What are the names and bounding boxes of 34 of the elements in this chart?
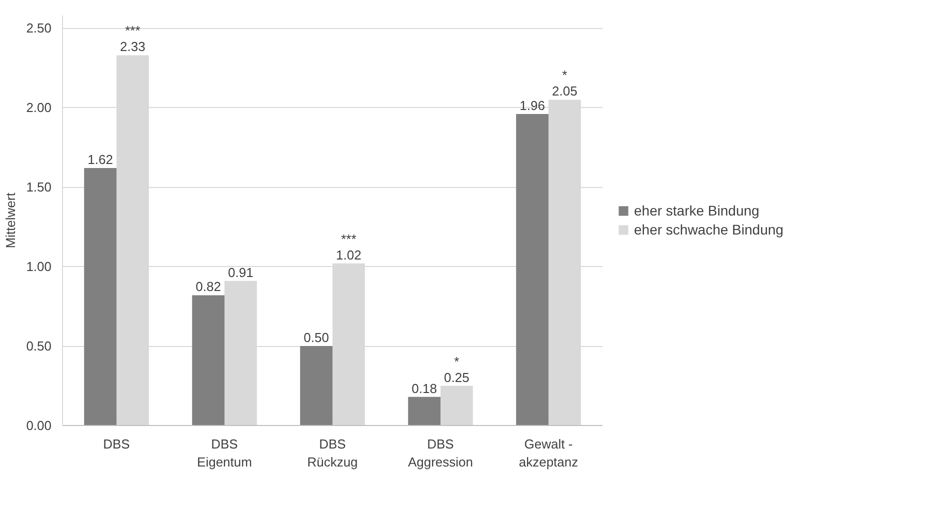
legend-label: eher starke Bindung [634, 202, 760, 218]
data-label: 0.91 [228, 264, 254, 280]
data-label: 0.82 [196, 279, 221, 294]
bar [440, 386, 473, 426]
data-label: 1.96 [520, 98, 545, 114]
annotation: * [562, 68, 568, 83]
x-tick-label: Gewalt - akzeptanz [518, 436, 578, 470]
annotation: *** [341, 231, 356, 246]
x-tick-label: DBS Rückzug [307, 436, 358, 470]
data-label: 0.50 [304, 330, 329, 346]
y-tick-label: 2.00 [26, 100, 52, 116]
data-label: 1.62 [88, 152, 113, 168]
x-tick-label: DBS Eigentum [197, 436, 252, 470]
bar [84, 168, 116, 426]
legend-label: eher schwache Bindung [634, 222, 784, 238]
bar [408, 396, 440, 426]
data-label: 2.05 [552, 84, 578, 99]
y-axis-title: Mittelwert [3, 192, 18, 248]
data-label: 2.33 [120, 39, 146, 54]
annotation: *** [125, 23, 140, 38]
x-tick-label: DBS Aggression [408, 436, 474, 470]
y-tick-label: 0.50 [26, 338, 52, 354]
data-label: 1.02 [336, 247, 362, 262]
data-label: 0.25 [444, 370, 470, 385]
y-tick-label: 1.00 [26, 259, 52, 274]
bar [300, 346, 332, 426]
bar [192, 295, 224, 426]
y-tick-label: 0.00 [26, 418, 52, 433]
y-tick-label: 1.50 [26, 180, 52, 195]
bar [516, 114, 548, 426]
x-tick-label: DBS [103, 436, 130, 452]
annotation: * [454, 354, 460, 369]
data-label: 0.18 [412, 380, 437, 396]
y-tick-label: 2.50 [26, 20, 52, 36]
